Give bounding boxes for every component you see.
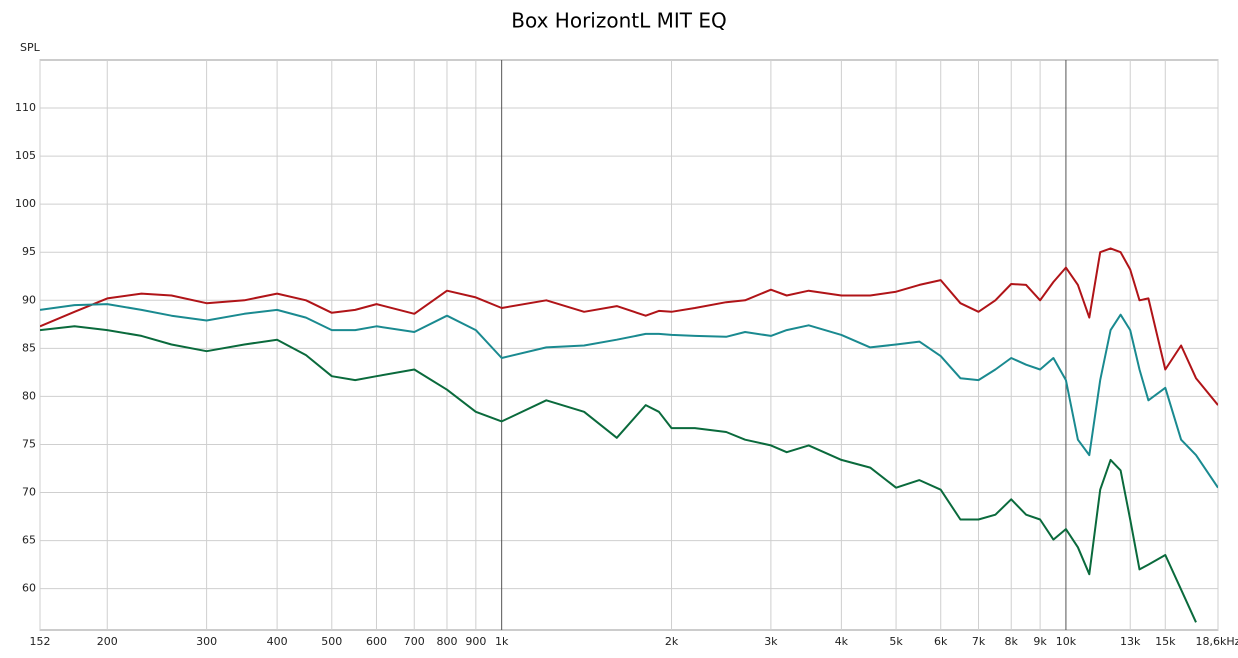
x-tick-label: 10k <box>1056 635 1077 648</box>
y-tick-label: 75 <box>22 437 36 450</box>
y-axis-label: SPL <box>20 41 41 54</box>
series-line <box>40 325 1197 623</box>
y-tick-label: 100 <box>15 197 36 210</box>
x-tick-label: 4k <box>835 635 849 648</box>
x-tick-label: 800 <box>436 635 457 648</box>
x-tick-label: 900 <box>465 635 486 648</box>
x-tick-label: 600 <box>366 635 387 648</box>
series-line <box>40 303 1218 489</box>
y-tick-label: 80 <box>22 389 36 402</box>
x-tick-label: 5k <box>889 635 903 648</box>
x-tick-label: 200 <box>97 635 118 648</box>
y-tick-label: 70 <box>22 486 36 499</box>
x-tick-label: 152 <box>30 635 51 648</box>
x-tick-label: 18,6kHz <box>1196 635 1238 648</box>
series-line <box>40 247 1218 406</box>
y-tick-label: 65 <box>22 534 36 547</box>
y-tick-label: 90 <box>22 293 36 306</box>
plot-area <box>39 59 1219 631</box>
x-tick-label: 1k <box>495 635 509 648</box>
y-tick-label: 105 <box>15 149 36 162</box>
x-tick-label: 13k <box>1120 635 1141 648</box>
x-tick-label: 7k <box>972 635 986 648</box>
x-tick-label: 6k <box>934 635 948 648</box>
x-tick-label: 700 <box>404 635 425 648</box>
x-tick-label: 8k <box>1005 635 1019 648</box>
x-tick-label: 2k <box>665 635 679 648</box>
x-tick-label: 400 <box>267 635 288 648</box>
y-tick-label: 85 <box>22 341 36 354</box>
chart-title: Box HorizontL MIT EQ <box>511 9 726 33</box>
x-tick-label: 300 <box>196 635 217 648</box>
y-tick-label: 95 <box>22 245 36 258</box>
x-tick-label: 15k <box>1155 635 1176 648</box>
y-tick-label: 60 <box>22 582 36 595</box>
x-tick-label: 3k <box>764 635 778 648</box>
y-tick-label: 110 <box>15 101 36 114</box>
x-tick-label: 9k <box>1033 635 1047 648</box>
x-tick-label: 500 <box>321 635 342 648</box>
